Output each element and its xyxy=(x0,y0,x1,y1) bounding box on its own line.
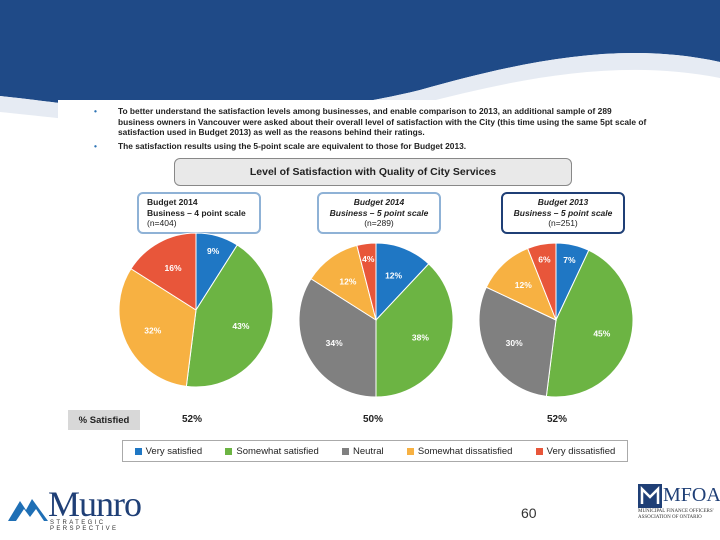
pie-heading-line: Business – 5 point scale xyxy=(329,207,429,218)
pie-slice-label: 7% xyxy=(563,255,576,265)
pie-slice-label: 9% xyxy=(207,246,220,256)
legend-item: Very dissatisfied xyxy=(535,445,616,457)
pie-heading-line: Budget 2014 xyxy=(353,197,405,208)
page-number: 60 xyxy=(521,505,537,521)
chart-legend: Very satisfied Somewhat satisfied Neutra… xyxy=(122,440,628,462)
chart-title: Level of Satisfaction with Quality of Ci… xyxy=(174,158,572,186)
munro-logo: Munro STRATEGIC PERSPECTIVE xyxy=(6,483,166,532)
mfoa-logo: MFOA MUNICIPAL FINANCE OFFICERS' ASSOCIA… xyxy=(636,482,720,532)
pie-slice xyxy=(130,232,197,311)
mfoa-tagline: MUNICIPAL FINANCE OFFICERS' ASSOCIATION … xyxy=(638,509,714,520)
satisfied-value: 52% xyxy=(547,414,568,425)
pie-heading-line: Business – 5 point scale xyxy=(513,207,613,218)
legend-label: Very dissatisfied xyxy=(546,445,616,457)
pie-heading-budget-2013-5pt: Budget 2013 Business – 5 point scale (n=… xyxy=(501,192,625,234)
legend-item: Neutral xyxy=(342,446,384,457)
mfoa-emblem-icon xyxy=(638,484,662,508)
bullet-text: To better understand the satisfaction le… xyxy=(118,106,647,138)
legend-item: Somewhat satisfied xyxy=(225,445,319,457)
munro-wordmark: Munro xyxy=(48,484,142,524)
pie-slice-label: 16% xyxy=(164,263,181,273)
pie-heading-sample: (n=404) xyxy=(147,218,177,229)
pie-slice-label: 12% xyxy=(385,271,402,281)
bullet-text: The satisfaction results using the 5-poi… xyxy=(118,140,467,151)
legend-swatch xyxy=(535,447,543,455)
legend-swatch xyxy=(406,447,414,455)
legend-label: Neutral xyxy=(353,445,384,457)
pie-charts: 9% 43% 32% 16% 12% 38% 34% 12% 4% 7% 45% 30% 12% 6% xyxy=(118,232,634,398)
mfoa-wordmark: MFOA xyxy=(663,484,720,506)
satisfied-value: 50% xyxy=(363,414,384,425)
bullet-list: • To better understand the satisfaction l… xyxy=(94,106,648,154)
pie-slice xyxy=(545,249,634,398)
pie-heading-sample: (n=251) xyxy=(548,218,578,229)
content-panel: • To better understand the satisfaction l… xyxy=(58,100,658,468)
bullet-icon: • xyxy=(94,140,97,151)
legend-item: Somewhat dissatisfied xyxy=(406,445,513,457)
pie-slice-label: 45% xyxy=(593,328,610,338)
pie-slice xyxy=(478,286,557,397)
legend-item: Very satisfied xyxy=(134,445,203,457)
pie-slice-label: 38% xyxy=(412,333,429,343)
pie-heading-line: Budget 2014 xyxy=(147,197,198,208)
bullet-icon: • xyxy=(94,106,97,116)
pie-heading-budget-2014-5pt: Budget 2014 Business – 5 point scale (n=… xyxy=(317,192,441,234)
pie-slice-label: 30% xyxy=(506,338,523,348)
pie-slice-label: 12% xyxy=(515,280,532,290)
satisfied-value: 52% xyxy=(182,414,203,425)
pie-slice-label: 32% xyxy=(144,325,161,335)
pie-heading-line: Budget 2013 xyxy=(537,197,589,208)
bullet-item: • To better understand the satisfaction l… xyxy=(94,106,648,138)
munro-tagline: STRATEGIC PERSPECTIVE xyxy=(50,520,119,532)
pie-slice-label: 12% xyxy=(339,276,356,286)
legend-swatch xyxy=(134,447,142,455)
pie-slice-label: 34% xyxy=(326,338,343,348)
satisfied-label: % Satisfied xyxy=(68,410,140,430)
pie-slice xyxy=(356,242,377,321)
slide-header-banner xyxy=(0,0,720,130)
pie-slice-label: 43% xyxy=(232,321,249,331)
pie-slice-label: 6% xyxy=(538,254,551,264)
legend-label: Somewhat dissatisfied xyxy=(417,445,513,457)
pie-heading-sample: (n=289) xyxy=(364,218,394,229)
bullet-item: • The satisfaction results using the 5-po… xyxy=(94,140,648,152)
pie-slice-label: 4% xyxy=(362,254,375,264)
pie-slice xyxy=(375,263,454,398)
pie-slice xyxy=(527,242,557,321)
pie-heading-line: Business – 4 point scale xyxy=(147,207,246,218)
legend-label: Very satisfied xyxy=(145,445,203,457)
mountain-icon xyxy=(8,499,48,521)
legend-swatch xyxy=(342,447,349,455)
pie-slice xyxy=(185,244,274,388)
legend-swatch xyxy=(225,447,233,455)
legend-label: Somewhat satisfied xyxy=(236,445,319,457)
